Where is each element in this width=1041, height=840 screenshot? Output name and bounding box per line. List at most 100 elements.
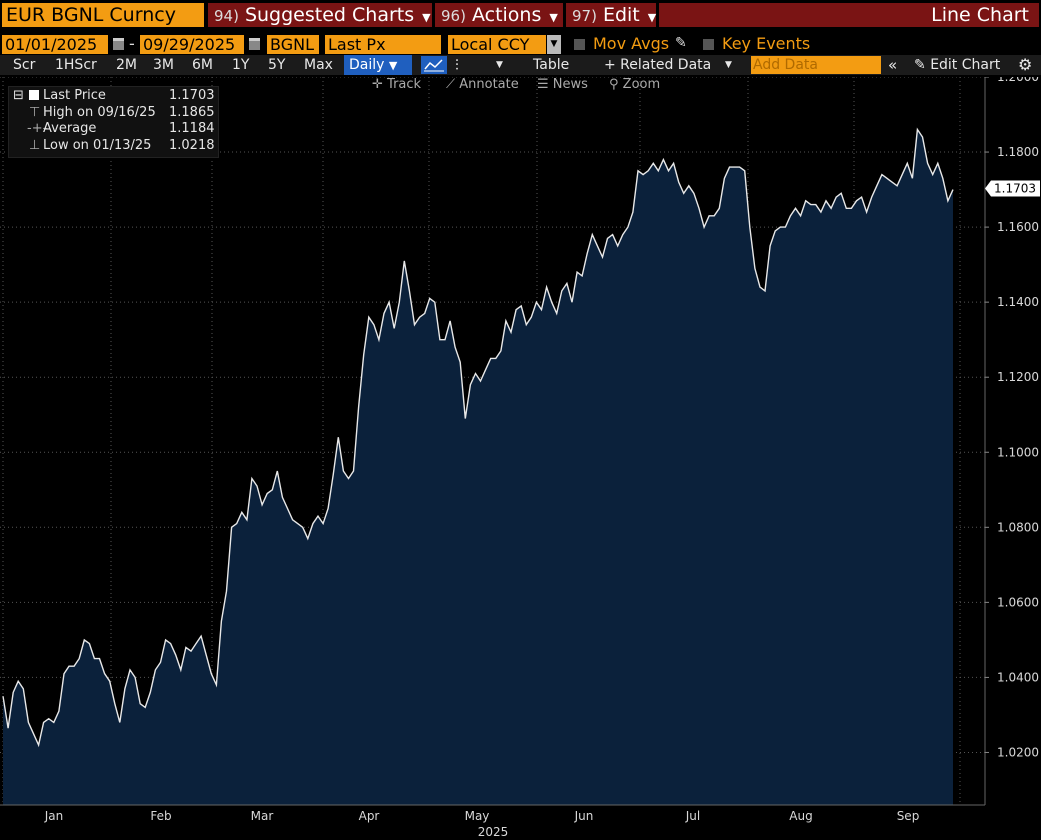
add-data-input[interactable]: Add Data <box>751 56 881 74</box>
annotate-icon: ⟋ <box>446 77 456 92</box>
frequency-select[interactable]: Daily ▼ <box>344 55 412 75</box>
actions-label: Actions <box>471 4 542 26</box>
line-chart-icon[interactable] <box>421 56 447 74</box>
chevron-down-icon[interactable]: ▼ <box>496 60 503 70</box>
x-tick-label: Mar <box>251 809 274 823</box>
y-tick-label: 1.1800 <box>997 145 1039 159</box>
pencil-icon: ✎ <box>914 57 926 73</box>
collapse-icon[interactable]: « <box>888 56 898 74</box>
last-price-swatch <box>29 90 39 100</box>
actions-number: 96) <box>441 7 466 25</box>
chevron-down-icon: ▼ <box>647 11 657 24</box>
track-label: Track <box>387 77 422 92</box>
start-date-input[interactable]: 01/01/2025 <box>2 35 108 54</box>
end-date-input[interactable]: 09/29/2025 <box>140 35 244 54</box>
x-tick-label: Jun <box>574 809 594 823</box>
x-tick-label: Feb <box>150 809 171 823</box>
mov-avgs-label[interactable]: Mov Avgs <box>593 34 670 53</box>
edit-number: 97) <box>572 7 597 25</box>
last-price-label: 1.1703 <box>994 181 1036 195</box>
y-tick-label: 1.2000 <box>997 77 1039 84</box>
zoom-label: Zoom <box>622 77 661 92</box>
frequency-label: Daily <box>349 57 385 73</box>
x-tick-label: Apr <box>359 809 380 823</box>
edit-chart-button[interactable]: ✎ Edit Chart <box>914 55 1000 75</box>
range-3m[interactable]: 3M <box>153 57 174 73</box>
y-tick-label: 1.0400 <box>997 670 1039 684</box>
currency-select[interactable]: Local CCY <box>448 35 546 54</box>
y-tick-label: 1.0600 <box>997 595 1039 609</box>
key-events-label[interactable]: Key Events <box>722 34 811 53</box>
zoom-tool[interactable]: ⚲ Zoom <box>609 77 660 93</box>
y-tick-label: 1.0200 <box>997 745 1039 759</box>
x-tick-label: Jul <box>685 809 700 823</box>
suggested-charts-menu[interactable]: 94) Suggested Charts ▼ <box>208 3 432 27</box>
collapse-legend-icon[interactable]: ⊟ <box>13 88 24 103</box>
track-tool[interactable]: ✛ Track <box>372 77 421 93</box>
legend-high-value: 1.1865 <box>169 105 215 120</box>
edit-menu[interactable]: 97) Edit ▼ <box>566 3 656 27</box>
price-chart[interactable]: 1.0200 1.0400 1.0600 1.0800 1.1000 1.1200 1.14… <box>0 77 1041 840</box>
news-label: News <box>552 77 588 92</box>
calendar-icon[interactable] <box>249 38 260 50</box>
magnifier-icon: ⚲ <box>609 77 619 92</box>
chevron-down-icon: ▼ <box>549 11 558 24</box>
edit-chart-label: Edit Chart <box>930 57 1001 73</box>
legend-avg-label: Average <box>43 121 97 136</box>
x-year-label: 2025 <box>478 825 509 839</box>
price-field[interactable]: Last Px <box>325 35 441 54</box>
y-tick-label: 1.1600 <box>997 220 1039 234</box>
table-button[interactable]: Table <box>533 57 570 73</box>
x-tick-label: Sep <box>897 809 920 823</box>
range-2m[interactable]: 2M <box>116 57 137 73</box>
range-max[interactable]: Max <box>304 57 333 73</box>
average-marker-icon: -+- <box>27 121 48 136</box>
key-events-checkbox[interactable] <box>703 39 714 50</box>
edit-label: Edit <box>602 4 640 26</box>
range-1hscr[interactable]: 1HScr <box>55 57 97 73</box>
range-scr[interactable]: Scr <box>13 57 36 73</box>
legend-low-label: Low on 01/13/25 <box>43 138 152 153</box>
crosshair-icon: ✛ <box>372 77 383 92</box>
price-area <box>3 129 953 805</box>
news-tool[interactable]: ☰ News <box>537 77 588 93</box>
gear-icon[interactable]: ⚙ <box>1018 55 1033 74</box>
low-marker-icon: ⊥ <box>29 138 41 153</box>
calendar-icon[interactable] <box>113 38 124 50</box>
news-icon: ☰ <box>537 77 549 92</box>
line-chart-glyph <box>424 59 444 72</box>
security-ticker-field[interactable]: EUR BGNL Curncy <box>2 3 204 27</box>
mov-avgs-checkbox[interactable] <box>574 39 585 50</box>
high-marker-icon: ⊤ <box>29 105 41 120</box>
legend-last-value: 1.1703 <box>169 88 215 103</box>
actions-menu[interactable]: 96) Actions ▼ <box>435 3 563 27</box>
chevron-down-icon: ▼ <box>422 11 431 24</box>
y-tick-label: 1.1400 <box>997 295 1039 309</box>
source-field[interactable]: BGNL <box>267 35 319 54</box>
y-tick-label: 1.1200 <box>997 370 1039 384</box>
annotate-tool[interactable]: ⟋ Annotate <box>446 77 519 93</box>
legend-high-label: High on 09/16/25 <box>43 105 156 120</box>
y-tick-label: 1.0800 <box>997 520 1039 534</box>
legend-last-label: Last Price <box>43 88 106 103</box>
annotate-label: Annotate <box>459 77 519 92</box>
last-price-tag <box>985 180 1040 197</box>
related-data-button[interactable]: + Related Data <box>604 57 712 73</box>
range-6m[interactable]: 6M <box>192 57 213 73</box>
price-line <box>2 127 954 748</box>
range-5y[interactable]: 5Y <box>268 57 286 73</box>
legend-avg-value: 1.1184 <box>169 121 215 136</box>
chevron-down-icon[interactable]: ▼ <box>725 60 732 70</box>
date-range-separator: - <box>129 34 135 53</box>
y-tick-label: 1.1000 <box>997 445 1039 459</box>
chevron-down-icon[interactable]: ▼ <box>547 35 561 54</box>
suggested-charts-number: 94) <box>214 7 239 25</box>
range-1y[interactable]: 1Y <box>232 57 250 73</box>
candle-chart-icon[interactable]: ⫶ <box>455 56 459 74</box>
suggested-charts-label: Suggested Charts <box>244 4 415 26</box>
chart-legend[interactable]: ⊟ Last Price 1.1703 ⊤ High on 09/16/25 1… <box>8 86 219 158</box>
legend-low-value: 1.0218 <box>169 138 215 153</box>
x-tick-label: May <box>465 809 490 823</box>
pencil-icon[interactable]: ✎ <box>675 35 687 51</box>
view-title: Line Chart <box>659 3 1039 27</box>
